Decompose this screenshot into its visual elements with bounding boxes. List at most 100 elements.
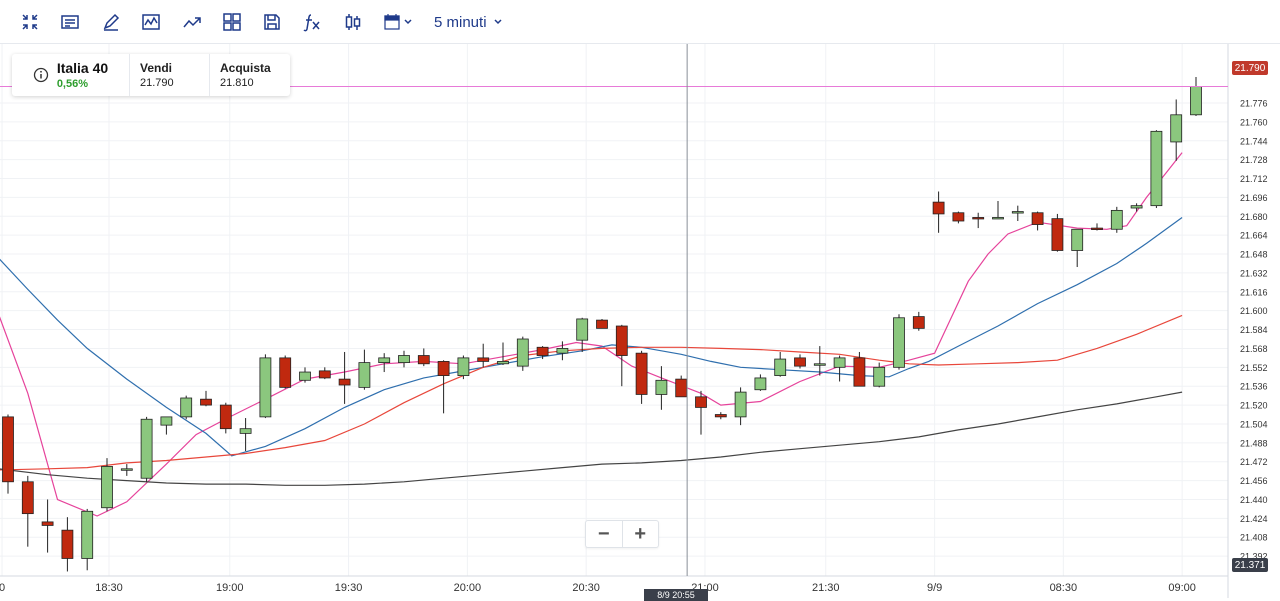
crosshair-time-tag: 8/9 20:55	[644, 589, 708, 601]
candle-style-icon[interactable]	[341, 10, 365, 34]
candle	[1031, 211, 1044, 231]
notes-icon[interactable]	[58, 10, 82, 34]
candle-body	[714, 414, 727, 418]
price-tick-label: 21.568	[1240, 344, 1268, 354]
candle	[497, 342, 509, 365]
candle	[61, 517, 74, 572]
candle	[21, 475, 34, 547]
candle-body	[675, 378, 688, 398]
time-tick-label: 09:00	[1168, 582, 1196, 594]
price-tick-label: 21.536	[1240, 382, 1268, 392]
candle	[299, 367, 311, 383]
info-icon[interactable]	[33, 67, 49, 83]
chevron-down-icon	[494, 19, 502, 25]
candle	[912, 311, 925, 331]
candle-body	[1150, 130, 1163, 207]
time-tick-label: 08:30	[1050, 582, 1078, 594]
price-tick-label: 21.744	[1240, 136, 1268, 146]
price-tick-label: 21.488	[1240, 438, 1268, 448]
current-price-tag: 21.790	[1232, 61, 1268, 75]
candle	[1190, 77, 1202, 116]
candle-body	[813, 363, 826, 366]
candle-body	[2, 416, 14, 483]
candle-body	[794, 357, 806, 367]
price-tick-label: 21.520	[1240, 401, 1268, 411]
candle-body	[477, 357, 490, 362]
candle	[774, 351, 787, 377]
zoom-in-button[interactable]: +	[634, 522, 647, 545]
buy-label: Acquista	[220, 61, 271, 75]
candle	[378, 353, 391, 373]
price-tick-label: 21.456	[1240, 476, 1268, 486]
candle	[516, 336, 529, 371]
trend-icon[interactable]	[180, 10, 204, 34]
sell-button[interactable]: Vendi 21.790	[130, 54, 210, 96]
candle	[101, 458, 113, 512]
price-tick-label: 21.712	[1240, 174, 1268, 184]
draw-icon[interactable]	[99, 10, 123, 34]
candle-body	[992, 217, 1004, 220]
price-chart[interactable]: 21.776 21.760 21.744 21.728 21.712 21.696 21.6…	[0, 44, 1280, 598]
calendar-icon[interactable]	[381, 10, 415, 34]
candle	[219, 402, 232, 434]
candle	[398, 350, 410, 368]
candle	[596, 318, 608, 329]
candle	[932, 191, 945, 233]
candle-body	[279, 357, 292, 388]
instrument-card: Italia 40 0,56% Vendi 21.790 Acquista 21…	[12, 54, 290, 96]
candle	[477, 343, 490, 368]
timeframe-dropdown[interactable]: 5 minuti	[434, 11, 503, 33]
zoom-out-button[interactable]: −	[586, 521, 623, 547]
candle	[1130, 203, 1143, 212]
candle	[259, 354, 272, 419]
candle-body	[140, 418, 153, 479]
time-tick-label: 19:30	[335, 582, 363, 594]
candle-body	[912, 316, 925, 329]
indicator-icon[interactable]	[300, 10, 324, 34]
candle-body	[754, 377, 767, 391]
candle-body	[734, 391, 747, 418]
candle-body	[299, 371, 311, 381]
candle	[853, 351, 866, 387]
candle-body	[576, 318, 589, 341]
candle-body	[378, 357, 391, 364]
candle-body	[81, 510, 94, 559]
price-tick-label: 21.504	[1240, 419, 1268, 429]
price-tick-label: 21.616	[1240, 287, 1268, 297]
chart-type-icon[interactable]	[139, 10, 163, 34]
price-tick-label: 21.680	[1240, 212, 1268, 222]
candle	[180, 395, 193, 420]
zoom-controls: − +	[585, 520, 659, 548]
candle	[120, 464, 133, 476]
candle-body	[219, 404, 232, 430]
candle-body	[358, 362, 371, 388]
candle-body	[1170, 114, 1183, 143]
candle-body	[239, 428, 252, 434]
candle-body	[536, 346, 549, 356]
candle-body	[457, 357, 470, 376]
candle-body	[1091, 227, 1103, 230]
moving-average-line	[0, 217, 1183, 457]
candle-body	[259, 357, 272, 418]
candle-body	[893, 317, 905, 368]
low-price-tag: 21.371	[1232, 558, 1268, 572]
collapse-icon[interactable]	[18, 10, 42, 34]
buy-button[interactable]: Acquista 21.810	[210, 54, 290, 96]
candle-body	[1071, 228, 1084, 251]
candle	[1170, 99, 1183, 161]
candle	[437, 360, 450, 414]
time-tick-label: 9/9	[927, 582, 942, 594]
instrument-name: Italia 40	[56, 60, 109, 76]
save-icon[interactable]	[260, 10, 284, 34]
candle	[358, 349, 371, 390]
layout-icon[interactable]	[220, 10, 244, 34]
time-tick-label: 20:00	[454, 582, 482, 594]
candle-body	[972, 217, 985, 220]
candle-body	[180, 397, 193, 418]
candle-body	[200, 398, 212, 406]
time-tick-label: 18:30	[95, 582, 123, 594]
candle	[734, 387, 747, 426]
candle-body	[596, 319, 608, 329]
candle	[2, 414, 14, 494]
candle-body	[615, 325, 628, 356]
